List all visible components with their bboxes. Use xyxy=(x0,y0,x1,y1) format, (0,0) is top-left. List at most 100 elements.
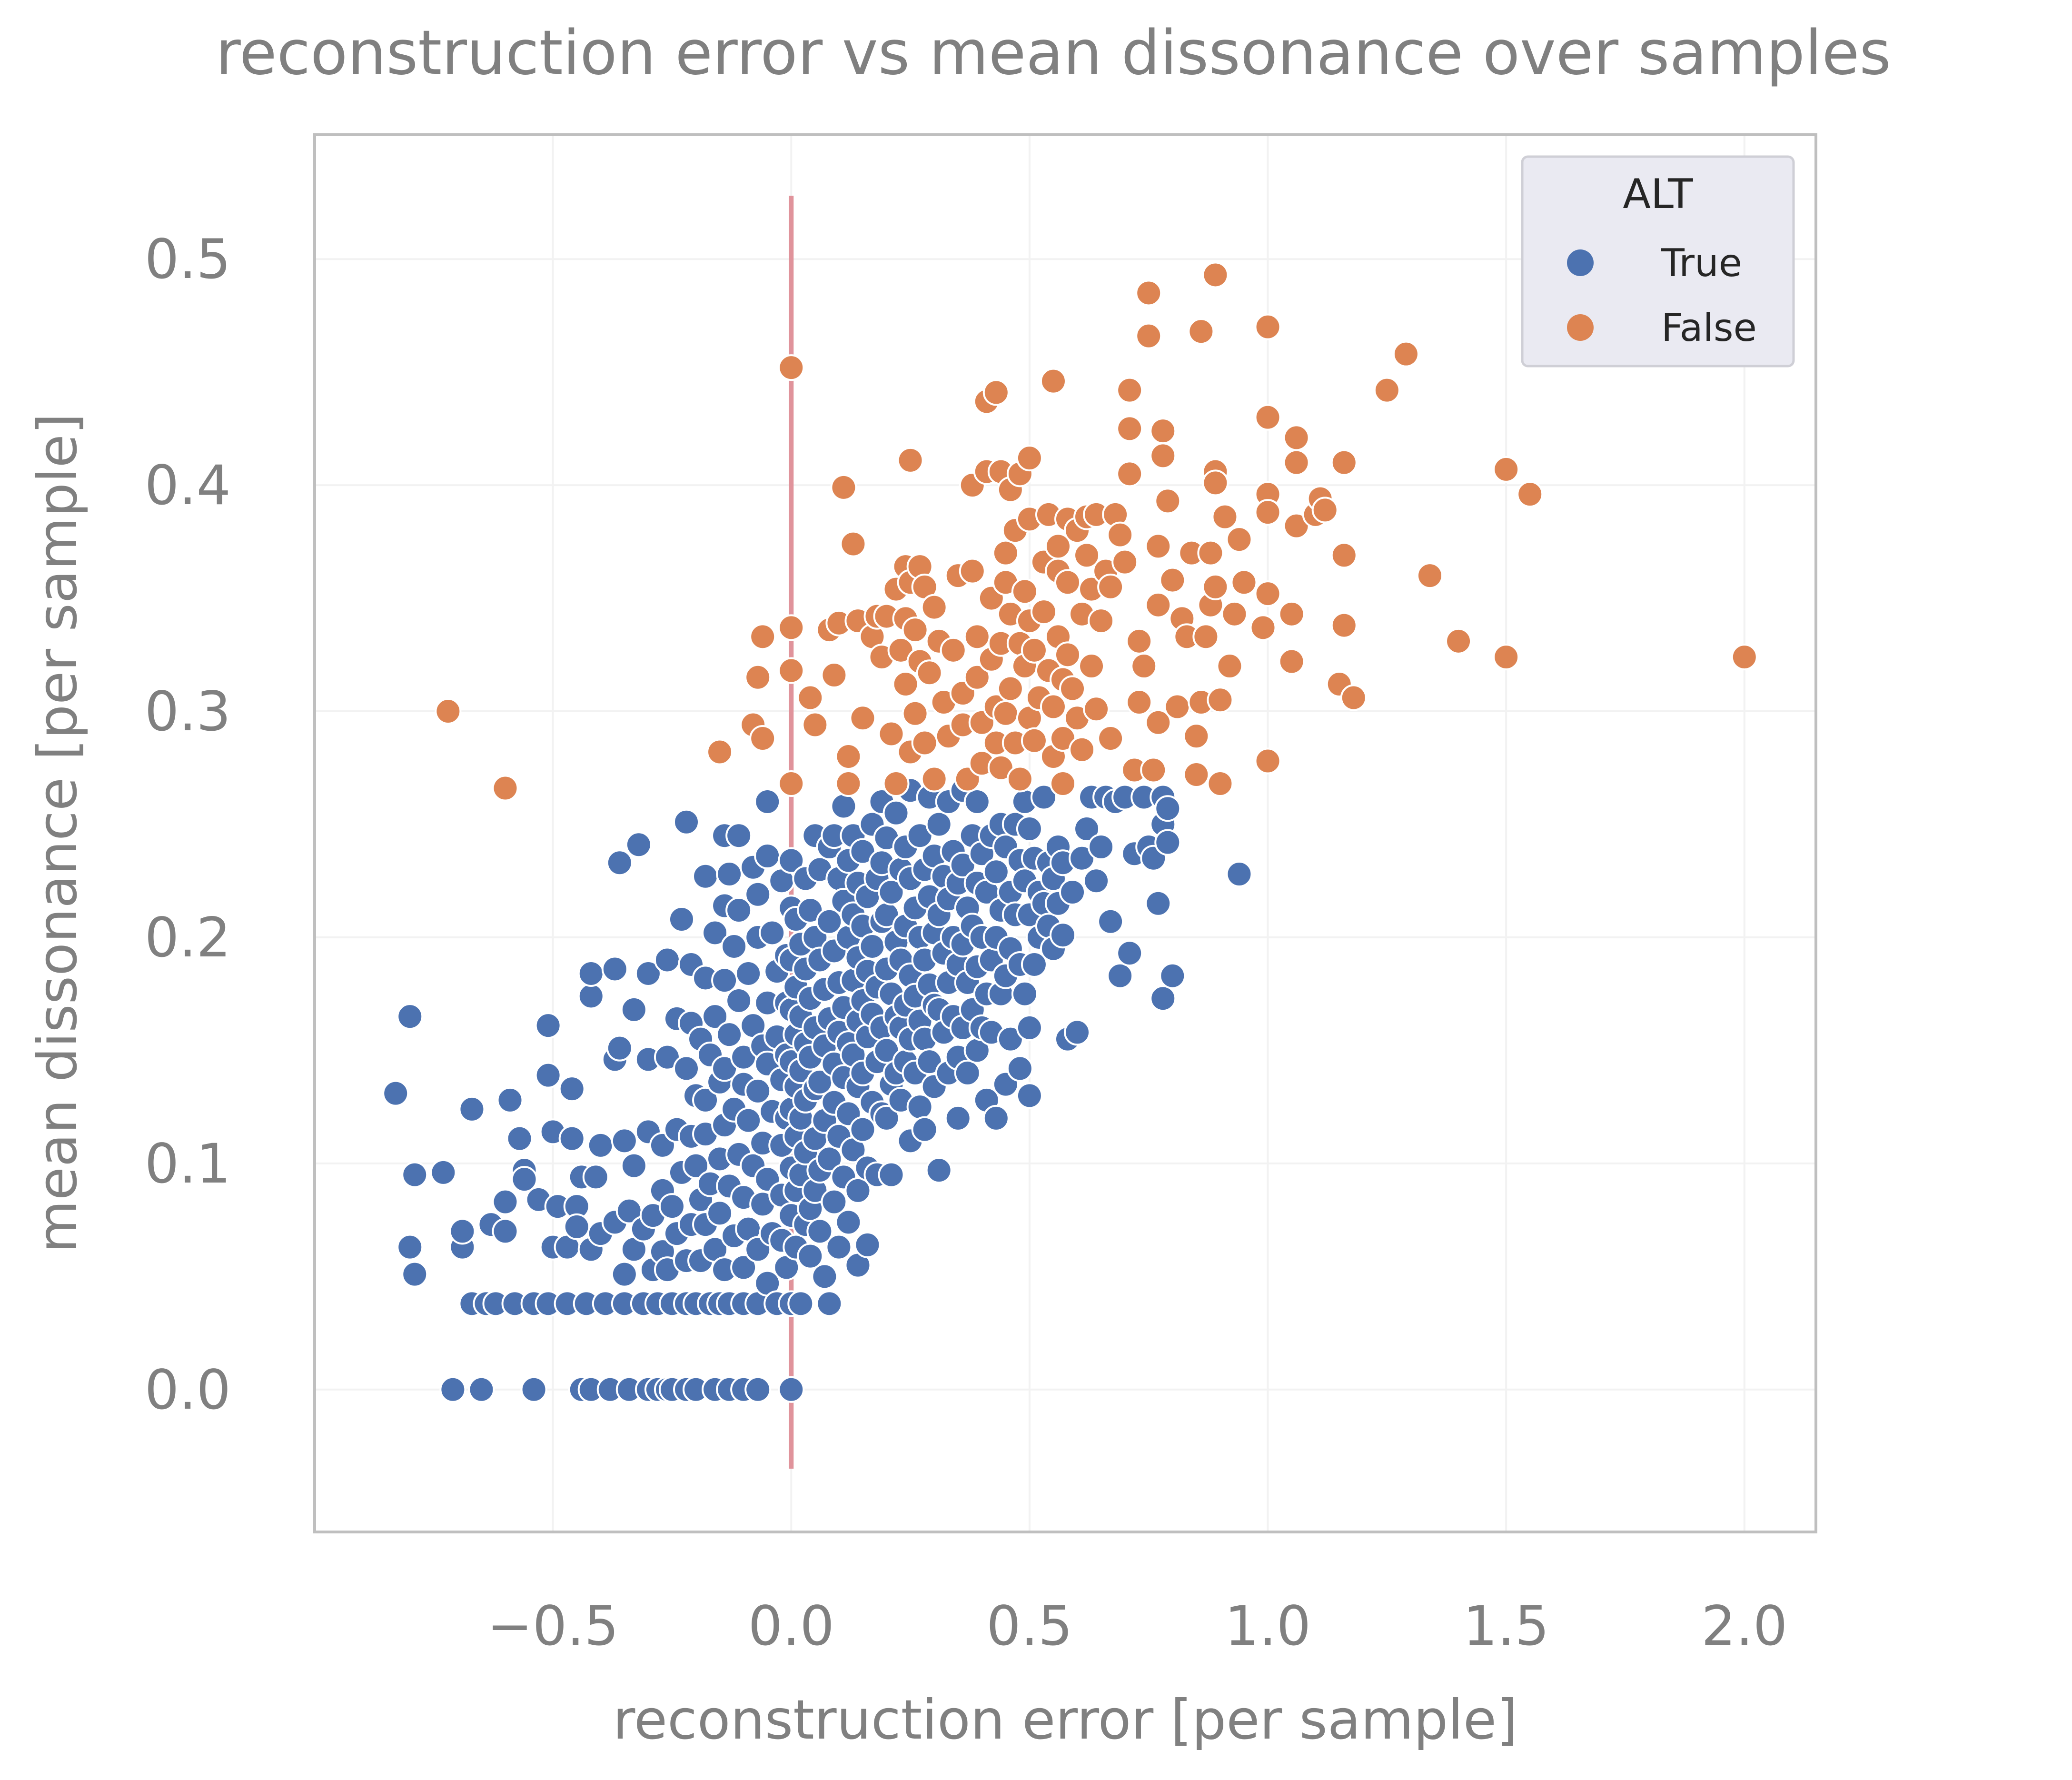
data-point xyxy=(840,530,867,557)
data-point xyxy=(1330,542,1358,569)
data-point xyxy=(778,614,805,641)
data-point xyxy=(835,770,862,797)
data-point xyxy=(844,1177,872,1204)
data-point xyxy=(1135,322,1162,349)
data-point xyxy=(959,557,986,585)
data-point xyxy=(882,799,910,826)
data-point xyxy=(535,1012,562,1039)
data-point xyxy=(1226,860,1253,887)
data-point xyxy=(1054,641,1081,668)
data-point xyxy=(797,1243,824,1270)
data-point xyxy=(1154,487,1181,515)
data-point xyxy=(1159,962,1186,989)
y-axis-label: mean dissonance [per sample] xyxy=(26,413,89,1253)
data-point xyxy=(673,1055,700,1082)
data-point xyxy=(1073,542,1100,569)
data-point xyxy=(821,662,848,689)
data-point xyxy=(1107,521,1134,548)
data-point xyxy=(1311,497,1338,524)
data-point xyxy=(1254,313,1281,340)
data-point xyxy=(511,1166,538,1193)
data-point xyxy=(992,539,1019,567)
data-point xyxy=(1021,636,1048,664)
data-point xyxy=(1216,653,1243,680)
data-point xyxy=(1278,600,1305,627)
data-point xyxy=(1278,648,1305,675)
data-point xyxy=(997,675,1024,702)
data-point xyxy=(625,831,652,858)
data-point xyxy=(1011,578,1038,605)
legend: ALT True False xyxy=(1521,155,1795,368)
data-point xyxy=(754,842,781,869)
points-layer xyxy=(382,261,1758,1403)
data-point xyxy=(496,1086,524,1114)
data-point xyxy=(744,881,772,908)
x-tick-label: 0.0 xyxy=(748,1594,834,1658)
data-point xyxy=(577,960,605,987)
data-point xyxy=(468,1376,495,1403)
data-point xyxy=(963,664,991,691)
data-point xyxy=(1211,503,1239,530)
data-point xyxy=(902,617,929,644)
data-point xyxy=(797,684,824,711)
data-point xyxy=(397,1233,424,1261)
data-point xyxy=(506,1125,533,1152)
data-point xyxy=(744,664,772,691)
data-point xyxy=(582,1163,609,1191)
data-point xyxy=(702,1003,729,1030)
data-point xyxy=(1016,445,1043,472)
data-point xyxy=(1040,368,1067,395)
data-point xyxy=(1254,580,1281,607)
data-point xyxy=(878,878,905,905)
data-point xyxy=(921,766,948,793)
series-true xyxy=(382,777,1253,1403)
data-point xyxy=(1283,424,1310,451)
data-point xyxy=(1254,499,1281,526)
data-point xyxy=(778,770,805,797)
data-point xyxy=(778,657,805,684)
data-point xyxy=(1150,418,1177,445)
data-point xyxy=(716,1021,743,1048)
data-point xyxy=(1373,377,1400,404)
data-point xyxy=(634,960,662,987)
data-point xyxy=(944,1104,972,1132)
y-tick-label: 0.3 xyxy=(145,680,231,743)
data-point xyxy=(1130,653,1158,680)
data-point xyxy=(725,822,753,849)
x-tick-label: 1.0 xyxy=(1225,1594,1311,1658)
data-point xyxy=(1049,922,1076,949)
data-point xyxy=(892,671,919,698)
data-point xyxy=(1202,573,1229,600)
data-point xyxy=(921,594,948,621)
data-point xyxy=(1202,261,1229,288)
data-point xyxy=(1192,623,1219,650)
data-point xyxy=(606,1034,633,1062)
data-point xyxy=(849,1116,876,1143)
data-point xyxy=(878,1161,905,1188)
data-point xyxy=(1021,727,1048,754)
data-point xyxy=(1188,318,1215,345)
data-point xyxy=(1083,867,1110,895)
data-point xyxy=(787,1290,814,1317)
data-point xyxy=(954,1059,981,1086)
data-point xyxy=(458,1095,486,1123)
data-point xyxy=(802,711,829,738)
data-point xyxy=(520,1376,547,1403)
y-tick-label: 0.1 xyxy=(145,1132,231,1195)
data-point xyxy=(1059,675,1086,702)
data-point xyxy=(1040,693,1067,720)
legend-label-false: False xyxy=(1661,306,1757,350)
data-point xyxy=(1154,829,1181,856)
data-point xyxy=(1049,770,1076,797)
data-point xyxy=(1006,1055,1033,1082)
data-point xyxy=(835,743,862,770)
data-point xyxy=(778,354,805,381)
data-point xyxy=(1183,761,1210,788)
data-point xyxy=(1230,569,1258,596)
data-point xyxy=(1083,696,1110,723)
data-point xyxy=(1249,614,1277,641)
y-tick-label: 0.5 xyxy=(145,228,231,291)
data-point xyxy=(749,725,776,752)
x-tick-label: 2.0 xyxy=(1701,1594,1787,1658)
data-point xyxy=(606,849,633,876)
